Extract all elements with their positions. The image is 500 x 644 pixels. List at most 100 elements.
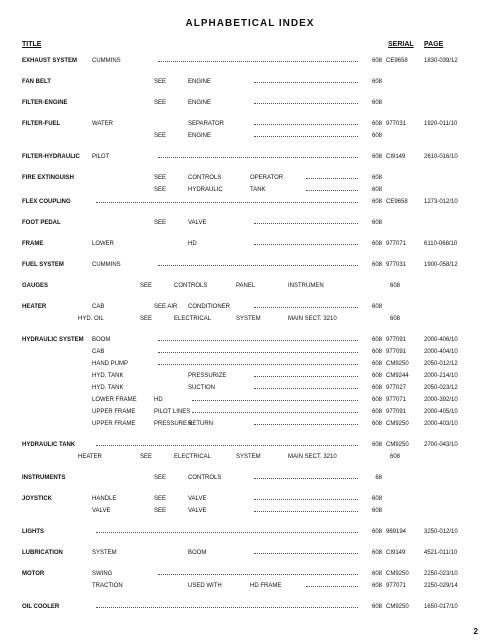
- row-serial: CI9149: [382, 154, 422, 160]
- row-sub: SEPARATOR: [188, 121, 242, 127]
- row-sub: HANDLE: [92, 496, 146, 502]
- leader-dots: [158, 61, 358, 62]
- row-title: FILTER-FUEL: [22, 121, 92, 127]
- leader-dots: [254, 136, 358, 137]
- row-serial: CE9658: [382, 199, 422, 205]
- footer-page-number: 2: [474, 627, 478, 636]
- row-sub: SEE: [140, 316, 166, 322]
- row-sub: SYSTEM: [236, 454, 280, 460]
- row-sub: VALVE: [188, 508, 242, 514]
- row-subs: HANDLESEEVALVE: [92, 496, 362, 502]
- row-sub: CONTROLS: [188, 475, 242, 481]
- row-title: FUEL SYSTEM: [22, 262, 92, 268]
- leader-dots: [254, 388, 358, 389]
- table-row: LIGHTS6089691943250-012/10: [22, 529, 478, 539]
- leader-dots: [96, 607, 358, 608]
- row-serial: 977091: [382, 349, 422, 355]
- row-sub: VALVE: [188, 220, 242, 226]
- row-num: 608: [362, 262, 382, 268]
- row-serial: CM9250: [382, 442, 422, 448]
- row-sub: SEE: [154, 508, 180, 514]
- row-title: MOTOR: [22, 571, 92, 577]
- leader-dots: [306, 178, 358, 179]
- table-row: JOYSTICKHANDLESEEVALVE608: [22, 496, 478, 506]
- table-row: EXHAUST SYSTEMCUMMINS608CE96581830-039/1…: [22, 58, 478, 68]
- row-num: 608: [384, 454, 400, 460]
- row-title: FAN BELT: [22, 79, 92, 85]
- index-rows: EXHAUST SYSTEMCUMMINS608CE96581830-039/1…: [22, 58, 478, 614]
- row-page: 2700-043/10: [422, 442, 478, 448]
- table-row: VALVE SEE VALVE 608: [22, 508, 478, 518]
- leader-dots: [158, 340, 358, 341]
- row-num: 608: [362, 583, 382, 589]
- row-sub: TRACTION: [92, 583, 146, 589]
- row-subs: SEECONTROLS: [92, 475, 362, 481]
- row-sub: CAB: [92, 349, 146, 355]
- row-subs: BOOM: [92, 337, 362, 343]
- leader-dots: [254, 553, 358, 554]
- row-sub: PILOT LINES: [154, 409, 180, 415]
- row-subs: [92, 532, 362, 534]
- leader-dots: [254, 124, 358, 125]
- row-num: 608: [362, 349, 382, 355]
- row-sub: LOWER: [92, 241, 146, 247]
- row-num: 608: [384, 316, 400, 322]
- row-serial: 969194: [382, 529, 422, 535]
- table-row: HYD. TANKSUCTION6089770272050-023/12: [22, 385, 478, 395]
- row-title: FIRE EXTINGUISH: [22, 175, 92, 181]
- row-sub: SEE: [154, 220, 180, 226]
- row-title: FILTER-HYDRAULIC: [22, 154, 92, 160]
- table-row: INSTRUMENTSSEECONTROLS68: [22, 475, 478, 485]
- row-num: 608: [362, 121, 382, 127]
- row-sub: HYDRAULIC: [188, 187, 242, 193]
- row-num: 608: [362, 58, 382, 64]
- row-sub: WATER: [92, 121, 146, 127]
- row-sub: MAIN SECT. 3210: [288, 316, 368, 322]
- leader-dots: [254, 82, 358, 83]
- row-serial: 977071: [382, 397, 422, 403]
- row-num: 608: [362, 361, 382, 367]
- row-subs: CUMMINS: [92, 262, 362, 268]
- row-subs: SEECONTROLSOPERATOR: [92, 175, 362, 181]
- row-sub: ELECTRICAL: [174, 316, 228, 322]
- row-page: 3250-012/10: [422, 529, 478, 535]
- row-subs: PILOT: [92, 154, 362, 160]
- row-sub: USED WITH: [188, 583, 242, 589]
- row-sub: SEE: [154, 100, 180, 106]
- row-serial: CM9250: [382, 571, 422, 577]
- row-page: 2000-404/10: [422, 349, 478, 355]
- row-num: 608: [362, 187, 382, 193]
- row-sub: HYD. OIL: [78, 316, 132, 322]
- leader-dots: [158, 352, 358, 353]
- row-subs: CUMMINS: [92, 58, 362, 64]
- row-subs: SEEHYDRAULICTANK: [92, 187, 362, 193]
- index-page: ALPHABETICAL INDEX TITLE SERIAL PAGE EXH…: [0, 0, 500, 644]
- row-title: LIGHTS: [22, 529, 92, 535]
- row-num: 608: [362, 373, 382, 379]
- row-sub: SEE: [154, 175, 180, 181]
- row-num: 608: [362, 304, 382, 310]
- row-serial: 977091: [382, 409, 422, 415]
- row-sub: MAIN SECT. 3210: [288, 454, 368, 460]
- row-sub: SEE: [154, 79, 180, 85]
- table-row: HYDRAULIC SYSTEMBOOM6089770912000-406/10: [22, 337, 478, 347]
- row-sub: VALVE: [92, 508, 146, 514]
- row-sub: CONTROLS: [174, 283, 228, 289]
- table-row: CAB 6089770912000-404/10: [22, 349, 478, 359]
- leader-dots: [254, 307, 358, 308]
- table-row: HYDRAULIC TANK608CM92502700-043/10: [22, 442, 478, 452]
- row-subs: VALVE SEE VALVE: [92, 508, 362, 514]
- row-sub: PANEL: [236, 283, 280, 289]
- row-num: 608: [362, 508, 382, 514]
- leader-dots: [254, 499, 358, 500]
- header-spacer: [92, 41, 388, 48]
- row-num: 608: [362, 175, 382, 181]
- row-serial: CM9250: [382, 361, 422, 367]
- row-sub: HYD. TANK: [92, 373, 146, 379]
- row-sub: SEE AIR: [154, 304, 180, 310]
- table-row: FLEX COUPLING608CE96581273-012/10: [22, 199, 478, 209]
- row-title: FRAME: [22, 241, 92, 247]
- row-subs: TRACTIONUSED WITHHD FRAME: [92, 583, 362, 589]
- row-page: 1900-058/12: [422, 262, 478, 268]
- row-sub: ENGINE: [188, 133, 242, 139]
